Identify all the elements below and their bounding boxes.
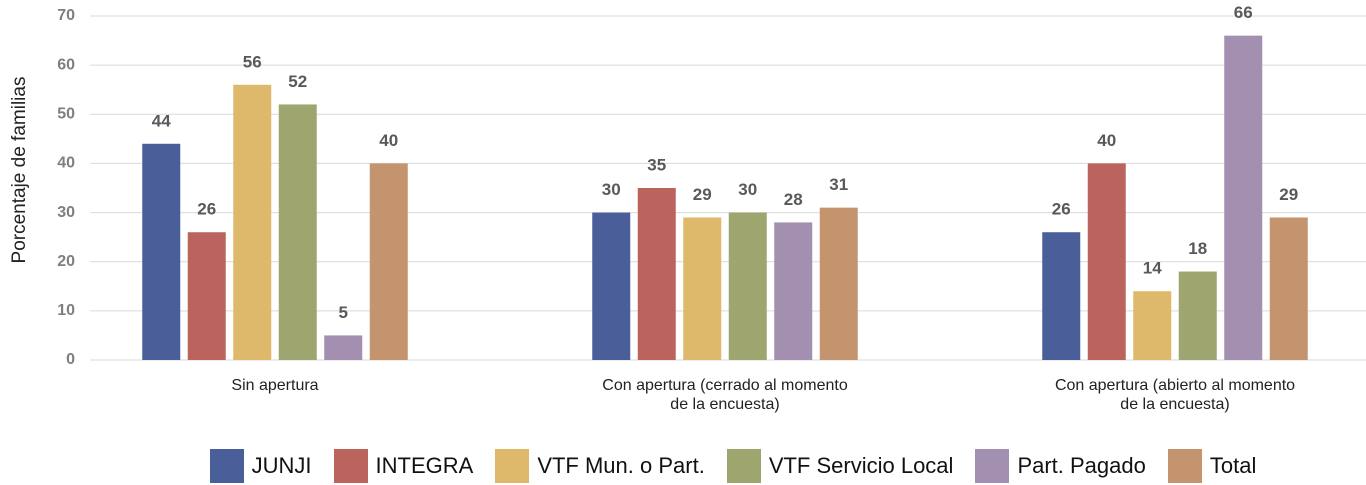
- legend-swatch: [975, 449, 1010, 483]
- bar: [1087, 163, 1126, 360]
- bar: [592, 212, 631, 360]
- legend-swatch: [495, 449, 530, 483]
- chart: Porcentaje de familias 0 10 20 30 40 50 60 70 44…: [9, 3, 1366, 368]
- y-tick-label: 20: [57, 253, 75, 270]
- data-label: 31: [829, 175, 848, 194]
- bar: [278, 104, 317, 360]
- data-label: 26: [197, 200, 216, 219]
- legend: JUNJI INTEGRA VTF Mun. o Part. VTF Servicio…: [0, 449, 1366, 483]
- bar: [1224, 35, 1263, 361]
- x-tick-label: Con apertura (cerrado al momento de la e…: [602, 377, 848, 413]
- bar: [1042, 232, 1081, 360]
- x-tick-label: Sin apertura: [231, 377, 319, 394]
- data-label: 30: [602, 180, 621, 199]
- data-label: 26: [1052, 200, 1071, 219]
- bar: [1133, 291, 1172, 360]
- legend-label: VTF Servicio Local: [768, 453, 954, 478]
- legend-item: JUNJI: [209, 449, 312, 483]
- data-label: 29: [1279, 185, 1298, 204]
- bar: [369, 163, 408, 360]
- y-tick-label: 30: [57, 204, 75, 221]
- data-label: 40: [379, 131, 398, 150]
- y-tick-label: 40: [57, 155, 75, 172]
- data-label: 28: [784, 190, 803, 209]
- bar: [819, 207, 858, 360]
- legend-label: Total: [1209, 453, 1257, 478]
- bar: [728, 212, 767, 360]
- legend-swatch: [209, 449, 244, 483]
- legend-item: VTF Servicio Local: [726, 449, 954, 483]
- data-label: 44: [152, 111, 171, 130]
- data-label: 35: [647, 155, 666, 174]
- y-tick-label: 10: [57, 302, 75, 319]
- data-label: 52: [288, 72, 307, 91]
- data-label: 5: [339, 303, 348, 322]
- y-tick-label: 60: [57, 56, 75, 73]
- data-label: 40: [1097, 131, 1116, 150]
- y-tick-label: 50: [57, 106, 75, 123]
- legend-label: JUNJI: [251, 453, 312, 478]
- bar: [324, 335, 363, 360]
- bar: [233, 84, 272, 361]
- x-tick-label: Con apertura (abierto al momento de la e…: [1054, 377, 1296, 413]
- bar: [187, 232, 226, 360]
- bar: [683, 217, 722, 360]
- data-label: 56: [243, 52, 262, 71]
- legend-item: Part. Pagado: [975, 449, 1146, 483]
- bar: [774, 222, 813, 360]
- legend-item: Total: [1167, 449, 1257, 483]
- bar: [1269, 217, 1308, 360]
- data-label: 29: [693, 185, 712, 204]
- bar: [142, 143, 181, 360]
- legend-label: VTF Mun. o Part.: [537, 453, 705, 478]
- legend-swatch: [333, 449, 368, 483]
- legend-item: INTEGRA: [333, 449, 474, 483]
- y-axis-label: Porcentaje de familias: [9, 77, 30, 264]
- legend-swatch: [1167, 449, 1202, 483]
- data-label: 14: [1143, 259, 1162, 278]
- y-tick-label: 0: [66, 351, 75, 368]
- bar: [637, 188, 676, 360]
- data-label: 66: [1234, 3, 1253, 22]
- y-tick-label: 70: [57, 7, 75, 24]
- legend-item: VTF Mun. o Part.: [495, 449, 705, 483]
- legend-swatch: [726, 449, 761, 483]
- bar: [1178, 271, 1217, 360]
- data-label: 18: [1188, 239, 1207, 258]
- legend-label: Part. Pagado: [1017, 453, 1146, 478]
- legend-label: INTEGRA: [375, 453, 474, 478]
- data-label: 30: [738, 180, 757, 199]
